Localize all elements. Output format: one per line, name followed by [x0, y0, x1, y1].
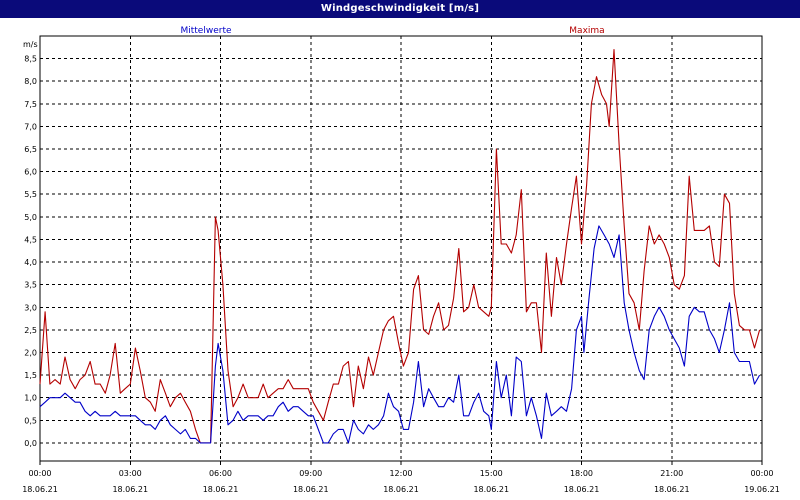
y-tick-label-2: 1,0	[24, 394, 37, 403]
y-tick-label-17: 8,5	[24, 55, 37, 64]
y-axis-ticks: m/s 0,0 0,5 1,0 1,5 2,0 2,5 3,0 3,5 4,0 4,5 5,0 5,5…	[23, 40, 38, 448]
x-tick-time-0: 00:00	[28, 469, 51, 478]
y-tick-label-3: 1,5	[24, 371, 37, 380]
x-tick-time-7: 21:00	[660, 469, 683, 478]
y-tick-label-5: 2,5	[24, 326, 37, 335]
y-tick-label-16: 8,0	[24, 77, 37, 86]
y-tick-label-10: 5,0	[24, 213, 37, 222]
y-tick-label-8: 4,0	[24, 258, 37, 267]
x-tick-date-4: 18.06.21	[383, 485, 419, 494]
x-tick-time-5: 15:00	[480, 469, 503, 478]
y-axis-unit-label: m/s	[23, 40, 38, 49]
chart-background	[0, 18, 800, 500]
x-tick-date-6: 18.06.21	[564, 485, 600, 494]
x-tick-date-0: 18.06.21	[22, 485, 58, 494]
window-title: Windgeschwindigkeit [m/s]	[0, 0, 800, 18]
x-tick-date-7: 18.06.21	[654, 485, 690, 494]
y-tick-label-14: 7,0	[24, 122, 37, 131]
wind-speed-chart: m/s 0,0 0,5 1,0 1,5 2,0 2,5 3,0 3,5 4,0 4,5 5,0 5,5…	[0, 18, 800, 500]
y-tick-label-7: 3,5	[24, 281, 37, 290]
y-tick-label-15: 7,5	[24, 100, 37, 109]
gridlines	[40, 36, 762, 461]
y-tick-label-12: 6,0	[24, 168, 37, 177]
series-line-maxima	[39, 49, 761, 444]
x-tick-date-1: 18.06.21	[112, 485, 148, 494]
y-tick-label-6: 3,0	[24, 303, 37, 312]
legend-mittelwerte: Mittelwerte	[180, 26, 231, 36]
x-tick-time-8: 00:00	[750, 469, 773, 478]
x-tick-time-3: 09:00	[299, 469, 322, 478]
x-tick-date-2: 18.06.21	[203, 485, 239, 494]
plot-frame	[39, 35, 763, 465]
y-tick-label-9: 4,5	[24, 235, 37, 244]
x-tick-date-8: 19.06.21	[744, 485, 780, 494]
x-tick-time-4: 12:00	[389, 469, 412, 478]
y-tick-label-0: 0,0	[24, 439, 37, 448]
x-tick-date-3: 18.06.21	[293, 485, 329, 494]
x-tick-time-2: 06:00	[209, 469, 232, 478]
x-tick-time-6: 18:00	[570, 469, 593, 478]
series-lines	[39, 49, 761, 444]
series-line-mittelwerte	[39, 225, 761, 444]
y-tick-label-1: 0,5	[24, 416, 37, 425]
y-tick-label-11: 5,5	[24, 190, 37, 199]
y-tick-label-4: 2,0	[24, 348, 37, 357]
x-axis-ticks: 00:00 18.06.21 03:00 18.06.21 06:00 18.06.21 0…	[22, 469, 780, 494]
x-tick-date-5: 18.06.21	[473, 485, 509, 494]
x-tick-time-1: 03:00	[119, 469, 142, 478]
legend-maxima: Maxima	[569, 26, 604, 36]
y-tick-label-13: 6,5	[24, 145, 37, 154]
legend: Mittelwerte Maxima	[180, 26, 604, 36]
